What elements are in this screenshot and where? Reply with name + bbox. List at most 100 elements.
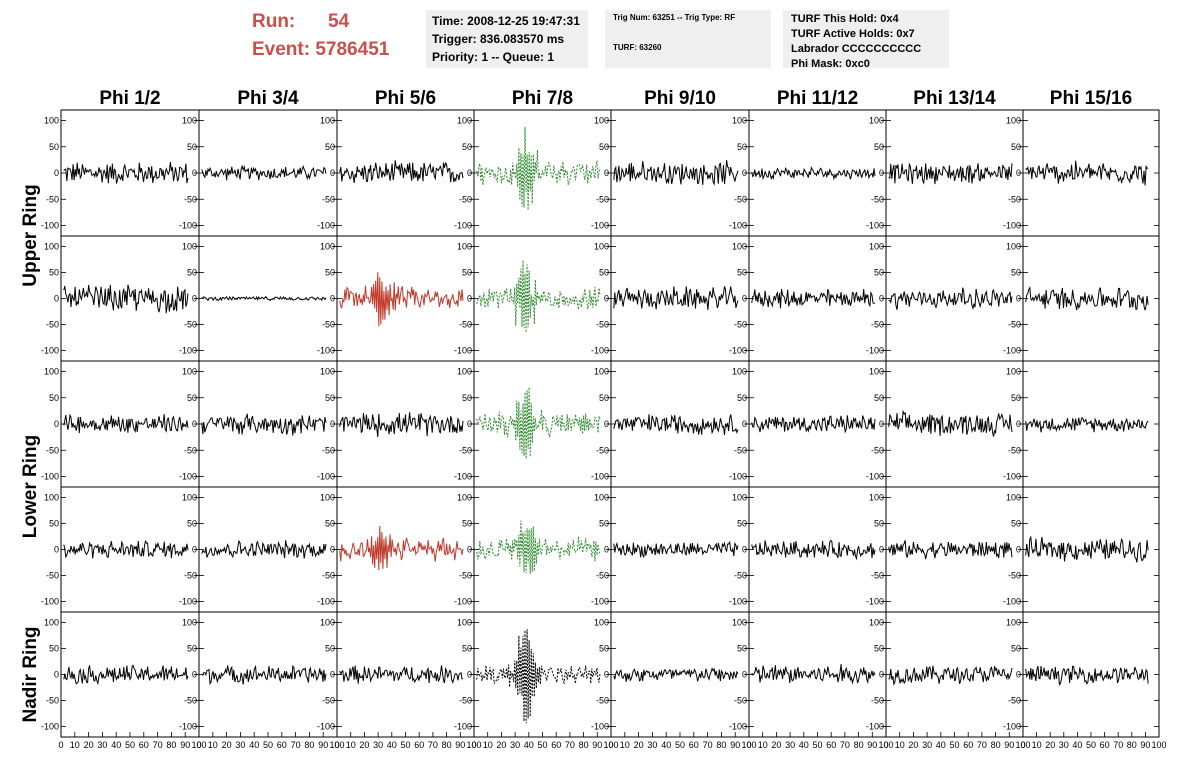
- y-tick-label: -100: [591, 221, 609, 231]
- run-value: 54: [328, 11, 350, 32]
- y-tick-label: 0: [54, 168, 59, 178]
- waveform-series: [476, 387, 601, 459]
- x-tick-label: 0: [608, 740, 613, 750]
- labrador-line: Labrador CCCCCCCCCC: [791, 43, 922, 55]
- x-tick-label: 30: [510, 740, 520, 750]
- x-tick-label: 80: [304, 740, 314, 750]
- x-tick-label: 10: [895, 740, 905, 750]
- x-tick-label: 60: [826, 740, 836, 750]
- y-tick-label: 50: [462, 142, 472, 152]
- x-tick-label: 70: [291, 740, 301, 750]
- x-tick-label: 80: [166, 740, 176, 750]
- y-tick-label: -100: [1003, 221, 1021, 231]
- x-tick-label: 10: [208, 740, 218, 750]
- y-tick-label: 50: [187, 518, 197, 528]
- y-tick-label: 100: [44, 617, 59, 627]
- y-tick-label: 0: [742, 168, 747, 178]
- ring-label: Nadir Ring: [20, 626, 41, 722]
- y-tick-label: -100: [179, 472, 197, 482]
- x-tick-label: 10: [758, 740, 768, 750]
- y-tick-label: 0: [192, 670, 197, 680]
- x-tick-label: 20: [908, 740, 918, 750]
- y-tick-label: 50: [49, 142, 59, 152]
- y-tick-label: 0: [879, 670, 884, 680]
- x-tick-label: 90: [180, 740, 190, 750]
- y-tick-label: -100: [866, 597, 884, 607]
- waveform-series: [888, 163, 1013, 185]
- waveform-series: [63, 413, 189, 434]
- y-tick-label: 50: [1011, 518, 1021, 528]
- y-tick-label: 0: [467, 294, 472, 304]
- x-tick-label: 100: [1151, 740, 1166, 750]
- x-tick-label: 70: [153, 740, 163, 750]
- y-tick-label: -100: [179, 597, 197, 607]
- x-tick-label: 80: [1127, 740, 1137, 750]
- x-tick-label: 50: [125, 740, 135, 750]
- x-tick-label: 80: [991, 740, 1001, 750]
- waveform-series: [201, 539, 327, 559]
- y-tick-label: 50: [462, 267, 472, 277]
- y-tick-label: -50: [871, 696, 884, 706]
- x-tick-label: 20: [84, 740, 94, 750]
- waveform-series: [751, 166, 876, 181]
- panel-frame: [748, 486, 887, 613]
- y-tick-label: -100: [591, 597, 609, 607]
- y-tick-label: 50: [187, 267, 197, 277]
- y-tick-label: 50: [874, 643, 884, 653]
- waveform-series: [1025, 286, 1149, 311]
- y-tick-label: 100: [594, 617, 609, 627]
- waveform-series: [476, 520, 601, 574]
- waveform-series: [613, 414, 739, 435]
- ring-label: Upper Ring: [20, 184, 41, 286]
- x-tick-label: 80: [579, 740, 589, 750]
- column-title: Phi 5/6: [375, 88, 436, 109]
- y-tick-label: 0: [330, 168, 335, 178]
- y-tick-label: -50: [322, 571, 335, 581]
- x-tick-label: 70: [977, 740, 987, 750]
- turf-active-line: TURF Active Holds: 0x7: [791, 28, 915, 40]
- y-tick-label: 100: [732, 492, 747, 502]
- time-info-box: Time: 2008-12-25 19:47:31 Trigger: 836.0…: [426, 10, 588, 68]
- y-tick-label: -50: [1008, 696, 1021, 706]
- y-tick-label: -50: [459, 320, 472, 330]
- y-tick-label: 50: [325, 518, 335, 528]
- y-tick-label: -50: [46, 445, 59, 455]
- trig-num-line: Trig Num: 63251 -- Trig Type: RF: [613, 13, 736, 22]
- y-tick-label: 0: [879, 419, 884, 429]
- y-tick-label: 50: [737, 643, 747, 653]
- y-tick-label: 0: [879, 168, 884, 178]
- x-tick-label: 50: [537, 740, 547, 750]
- panel-frame: [60, 611, 200, 738]
- x-tick-label: 80: [716, 740, 726, 750]
- y-tick-label: -50: [871, 320, 884, 330]
- y-tick-label: -100: [454, 346, 472, 356]
- y-tick-label: 100: [869, 116, 884, 126]
- y-tick-label: 50: [737, 393, 747, 403]
- panel-frame: [336, 109, 475, 237]
- x-tick-label: 80: [854, 740, 864, 750]
- waveform-series: [751, 415, 876, 434]
- y-tick-label: -50: [459, 696, 472, 706]
- y-tick-label: 100: [869, 367, 884, 377]
- x-tick-label: 0: [196, 740, 201, 750]
- y-tick-label: 0: [879, 294, 884, 304]
- waveform-series: [476, 126, 601, 210]
- y-tick-label: -100: [41, 472, 59, 482]
- x-tick-label: 40: [249, 740, 259, 750]
- y-tick-label: 100: [869, 617, 884, 627]
- x-tick-label: 100: [329, 740, 344, 750]
- x-tick-label: 60: [277, 740, 287, 750]
- y-tick-label: 100: [1006, 492, 1021, 502]
- y-tick-label: -50: [322, 194, 335, 204]
- y-tick-label: -50: [459, 571, 472, 581]
- x-tick-label: 0: [58, 740, 63, 750]
- y-tick-label: 0: [604, 670, 609, 680]
- y-tick-label: 0: [604, 545, 609, 555]
- y-tick-label: 100: [1006, 241, 1021, 251]
- x-tick-label: 70: [565, 740, 575, 750]
- y-tick-label: 50: [737, 267, 747, 277]
- y-tick-label: 50: [49, 267, 59, 277]
- y-tick-label: -50: [871, 194, 884, 204]
- y-tick-label: 100: [594, 492, 609, 502]
- y-tick-label: -50: [734, 696, 747, 706]
